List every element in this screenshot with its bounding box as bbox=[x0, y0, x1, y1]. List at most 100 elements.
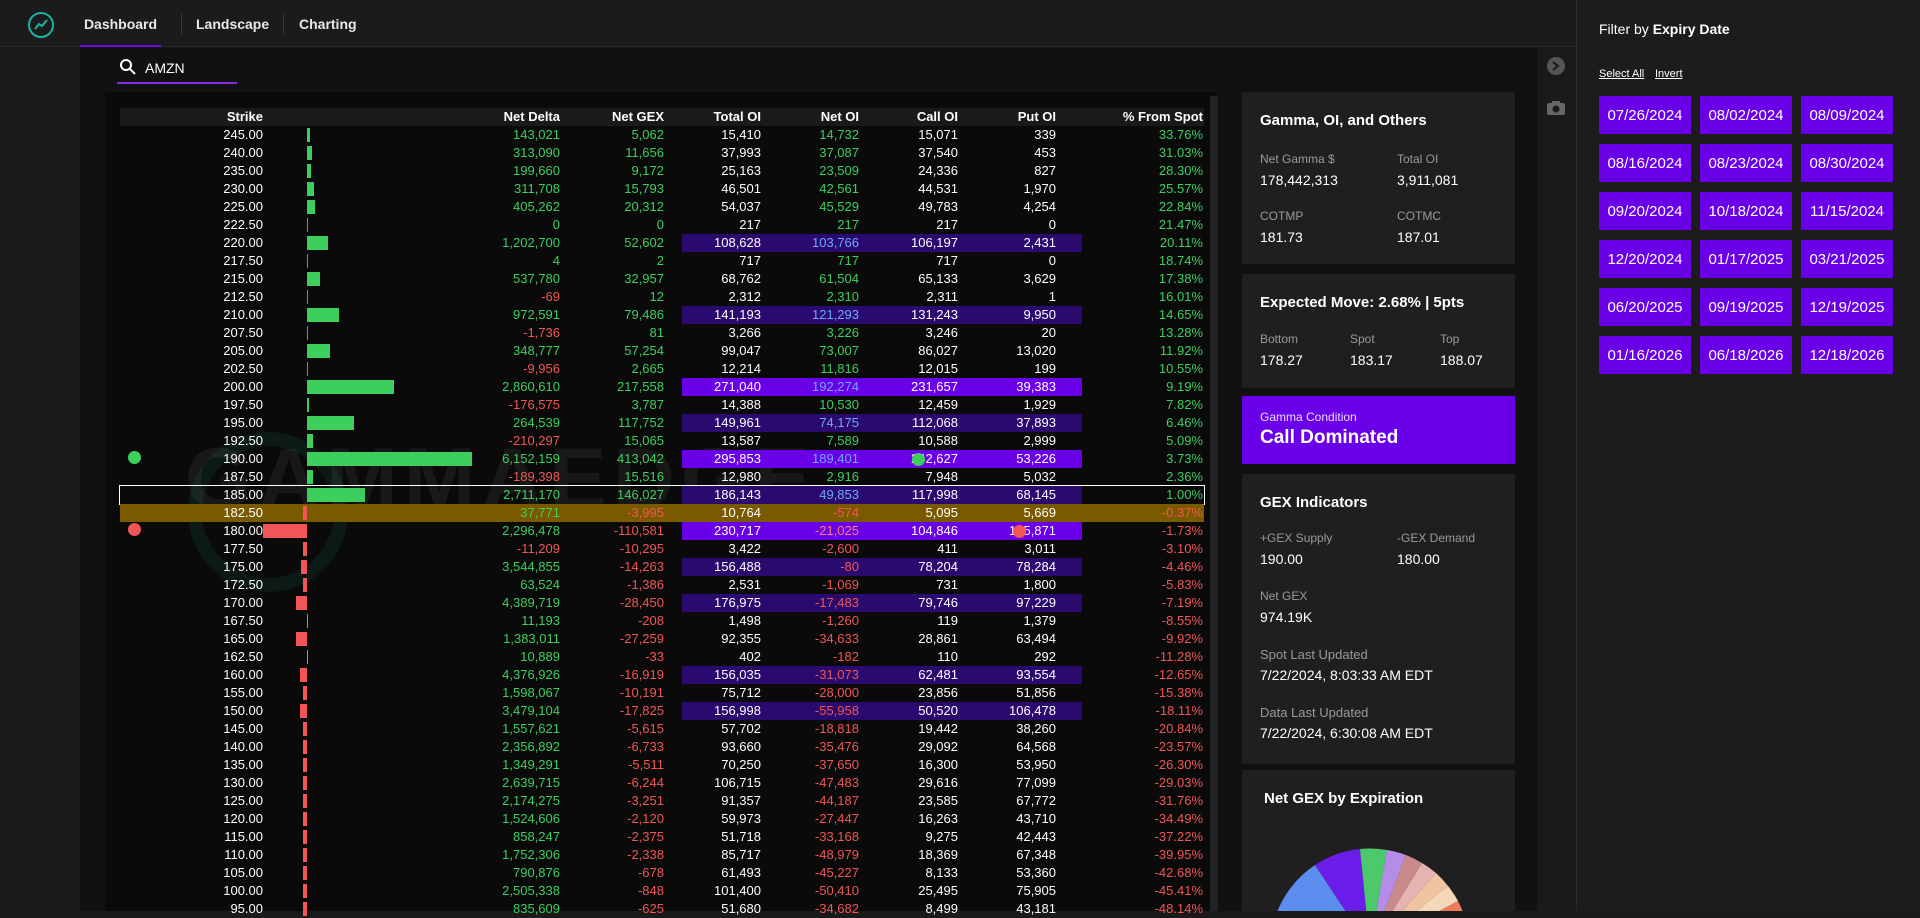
table-row[interactable]: 155.00 1,598,067 -10,191 75,712 -28,000 23,85… bbox=[120, 684, 1204, 702]
net-delta-cell: 405,262 bbox=[513, 199, 560, 214]
expiry-date-button[interactable]: 07/26/2024 bbox=[1599, 96, 1691, 134]
table-row[interactable]: 197.50 -176,575 3,787 14,388 10,530 12,459 1,9… bbox=[120, 396, 1204, 414]
table-row[interactable]: 205.00 348,777 57,254 99,047 73,007 86,027 13,… bbox=[120, 342, 1204, 360]
table-row[interactable]: 172.50 63,524 -1,386 2,531 -1,069 731 1,800 -5.… bbox=[120, 576, 1204, 594]
table-row[interactable]: 195.00 264,539 117,752 149,961 74,175 112,068… bbox=[120, 414, 1204, 432]
expiry-date-button[interactable]: 09/20/2024 bbox=[1599, 192, 1691, 230]
table-row[interactable]: 225.00 405,262 20,312 54,037 45,529 49,783 4,2… bbox=[120, 198, 1204, 216]
table-row[interactable]: 135.00 1,349,291 -5,511 70,250 -37,650 16,300… bbox=[120, 756, 1204, 774]
expiry-date-button[interactable]: 08/09/2024 bbox=[1801, 96, 1893, 134]
gex-bar bbox=[295, 596, 307, 610]
expiry-date-button[interactable]: 06/20/2025 bbox=[1599, 288, 1691, 326]
table-row[interactable]: 175.00 3,544,855 -14,263 156,488 -80 78,204 78… bbox=[120, 558, 1204, 576]
tab-dashboard[interactable]: Dashboard bbox=[80, 0, 161, 47]
net-delta-cell: 264,539 bbox=[513, 415, 560, 430]
table-row[interactable]: 192.50 -210,297 15,065 13,587 7,589 10,588 2,9… bbox=[120, 432, 1204, 450]
net-gex-value: 974.19K bbox=[1260, 609, 1313, 625]
table-row[interactable]: 182.50 37,771 -3,995 10,764 -574 5,095 5,669 -0… bbox=[120, 504, 1204, 522]
table-row[interactable]: 187.50 -189,398 15,516 12,980 2,916 7,948 5,03… bbox=[120, 468, 1204, 486]
table-row[interactable]: 220.00 1,202,700 52,602 108,628 103,766 106,1… bbox=[120, 234, 1204, 252]
app-logo-icon[interactable] bbox=[28, 12, 54, 38]
net-oi-cell: 10,530 bbox=[819, 397, 859, 412]
tab-charting[interactable]: Charting bbox=[299, 16, 357, 32]
net-gex-cell: -678 bbox=[637, 865, 664, 880]
net-oi-cell: -47,483 bbox=[814, 775, 859, 790]
table-row[interactable]: 217.50 4 2 717 717 717 0 18.74% bbox=[120, 252, 1204, 270]
table-row[interactable]: 235.00 199,660 9,172 25,163 23,509 24,336 827 2… bbox=[120, 162, 1204, 180]
table-row[interactable]: 145.00 1,557,621 -5,615 57,702 -18,818 19,442… bbox=[120, 720, 1204, 738]
table-row[interactable]: 240.00 313,090 11,656 37,993 37,087 37,540 453… bbox=[120, 144, 1204, 162]
net-oi-cell: -34,633 bbox=[814, 631, 859, 646]
expiry-date-button[interactable]: 12/18/2026 bbox=[1801, 336, 1893, 374]
table-row[interactable]: 185.00 2,711,170 146,027 186,143 49,853 117,9… bbox=[119, 485, 1205, 505]
table-row[interactable]: 165.00 1,383,011 -27,259 92,355 -34,633 28,86… bbox=[120, 630, 1204, 648]
pct-from-spot-cell: 11.92% bbox=[1159, 343, 1203, 358]
table-scrollbar[interactable] bbox=[1210, 96, 1218, 911]
header-net-gex[interactable]: Net GEX bbox=[611, 109, 664, 124]
expiry-date-button[interactable]: 09/19/2025 bbox=[1700, 288, 1792, 326]
table-row[interactable]: 130.00 2,639,715 -6,244 106,715 -47,483 29,61… bbox=[120, 774, 1204, 792]
table-row[interactable]: 212.50 -69 12 2,312 2,310 2,311 1 16.01% bbox=[120, 288, 1204, 306]
invert-link[interactable]: Invert bbox=[1655, 68, 1683, 80]
table-row[interactable]: 160.00 4,376,926 -16,919 156,035 -31,073 62,4… bbox=[120, 666, 1204, 684]
table-row[interactable]: 190.00 6,152,159 413,042 295,853 189,401 242,… bbox=[120, 450, 1204, 468]
table-row[interactable]: 120.00 1,524,606 -2,120 59,973 -27,447 16,263… bbox=[120, 810, 1204, 828]
table-row[interactable]: 210.00 972,591 79,486 141,193 121,293 131,243… bbox=[120, 306, 1204, 324]
tab-landscape[interactable]: Landscape bbox=[196, 16, 270, 32]
pct-from-spot-cell: -3.10% bbox=[1161, 541, 1203, 556]
net-gex-cell: 11,656 bbox=[625, 145, 664, 160]
table-row[interactable]: 170.00 4,389,719 -28,450 176,975 -17,483 79,7… bbox=[120, 594, 1204, 612]
header-net-delta[interactable]: Net Delta bbox=[503, 109, 560, 124]
expiry-date-button[interactable]: 01/17/2025 bbox=[1700, 240, 1792, 278]
expiration-pie-chart[interactable] bbox=[1270, 848, 1470, 911]
collapse-arrow-icon[interactable] bbox=[1547, 57, 1565, 75]
header-total-oi[interactable]: Total OI bbox=[713, 109, 761, 124]
expiry-date-button[interactable]: 06/18/2026 bbox=[1700, 336, 1792, 374]
table-row[interactable]: 115.00 858,247 -2,375 51,718 -33,168 9,275 42,… bbox=[120, 828, 1204, 846]
expiry-date-button[interactable]: 08/16/2024 bbox=[1599, 144, 1691, 182]
select-all-link[interactable]: Select All bbox=[1599, 68, 1645, 80]
search-input[interactable]: AMZN bbox=[145, 60, 185, 76]
table-row[interactable]: 100.00 2,505,338 -848 101,400 -50,410 25,495 7… bbox=[120, 882, 1204, 900]
call-oi-cell: 9,275 bbox=[925, 829, 958, 844]
table-row[interactable]: 110.00 1,752,306 -2,338 85,717 -48,979 18,369… bbox=[120, 846, 1204, 864]
expiry-date-button[interactable]: 08/30/2024 bbox=[1801, 144, 1893, 182]
table-row[interactable]: 215.00 537,780 32,957 68,762 61,504 65,133 3,6… bbox=[120, 270, 1204, 288]
header-call-oi[interactable]: Call OI bbox=[916, 109, 958, 124]
net-delta-cell: 0 bbox=[552, 217, 560, 232]
header-put-oi[interactable]: Put OI bbox=[1017, 109, 1056, 124]
oi-highlight bbox=[682, 450, 1082, 468]
expiry-date-button[interactable]: 08/02/2024 bbox=[1700, 96, 1792, 134]
table-row[interactable]: 180.00 2,296,478 -110,581 230,717 -21,025 104… bbox=[120, 522, 1204, 540]
table-row[interactable]: 230.00 311,708 15,793 46,501 42,561 44,531 1,9… bbox=[120, 180, 1204, 198]
table-row[interactable]: 125.00 2,174,275 -3,251 91,357 -44,187 23,585… bbox=[120, 792, 1204, 810]
expiry-date-button[interactable]: 10/18/2024 bbox=[1700, 192, 1792, 230]
expiry-date-button[interactable]: 01/16/2026 bbox=[1599, 336, 1691, 374]
net-oi-cell: 3,226 bbox=[826, 325, 859, 340]
table-row[interactable]: 105.00 790,876 -678 61,493 -45,227 8,133 53,36… bbox=[120, 864, 1204, 882]
table-row[interactable]: 162.50 10,889 -33 402 -182 110 292 -11.28% bbox=[120, 648, 1204, 666]
strike-cell: 155.00 bbox=[223, 685, 263, 700]
header-net-oi[interactable]: Net OI bbox=[820, 109, 859, 124]
table-row[interactable]: 167.50 11,193 -208 1,498 -1,260 119 1,379 -8.55… bbox=[120, 612, 1204, 630]
net-delta-cell: 143,021 bbox=[513, 127, 560, 142]
table-row[interactable]: 245.00 143,021 5,062 15,410 14,732 15,071 339 3… bbox=[120, 126, 1204, 144]
table-row[interactable]: 200.00 2,860,610 217,558 271,040 192,274 231,… bbox=[120, 378, 1204, 396]
expiry-date-button[interactable]: 11/15/2024 bbox=[1801, 192, 1893, 230]
expiry-date-button[interactable]: 12/19/2025 bbox=[1801, 288, 1893, 326]
table-row[interactable]: 222.50 0 0 217 217 217 0 21.47% bbox=[120, 216, 1204, 234]
ticker-search[interactable]: AMZN bbox=[117, 56, 237, 84]
table-row[interactable]: 150.00 3,479,104 -17,825 156,998 -55,958 50,5… bbox=[120, 702, 1204, 720]
net-delta-cell: 10,889 bbox=[520, 649, 560, 664]
table-row[interactable]: 202.50 -9,956 2,665 12,214 11,816 12,015 199 10… bbox=[120, 360, 1204, 378]
camera-icon[interactable] bbox=[1546, 100, 1566, 121]
expiry-date-button[interactable]: 03/21/2025 bbox=[1801, 240, 1893, 278]
table-row[interactable]: 95.00 835,609 -625 51,680 -34,682 8,499 43,181… bbox=[120, 900, 1204, 918]
header-pct-from-spot[interactable]: % From Spot bbox=[1122, 109, 1203, 124]
expiry-date-button[interactable]: 12/20/2024 bbox=[1599, 240, 1691, 278]
expiry-date-button[interactable]: 08/23/2024 bbox=[1700, 144, 1792, 182]
table-row[interactable]: 177.50 -11,209 -10,295 3,422 -2,600 411 3,011 -… bbox=[120, 540, 1204, 558]
table-row[interactable]: 140.00 2,356,892 -6,733 93,660 -35,476 29,092… bbox=[120, 738, 1204, 756]
table-row[interactable]: 207.50 -1,736 81 3,266 3,226 3,246 20 13.28% bbox=[120, 324, 1204, 342]
header-strike[interactable]: Strike bbox=[226, 109, 263, 124]
